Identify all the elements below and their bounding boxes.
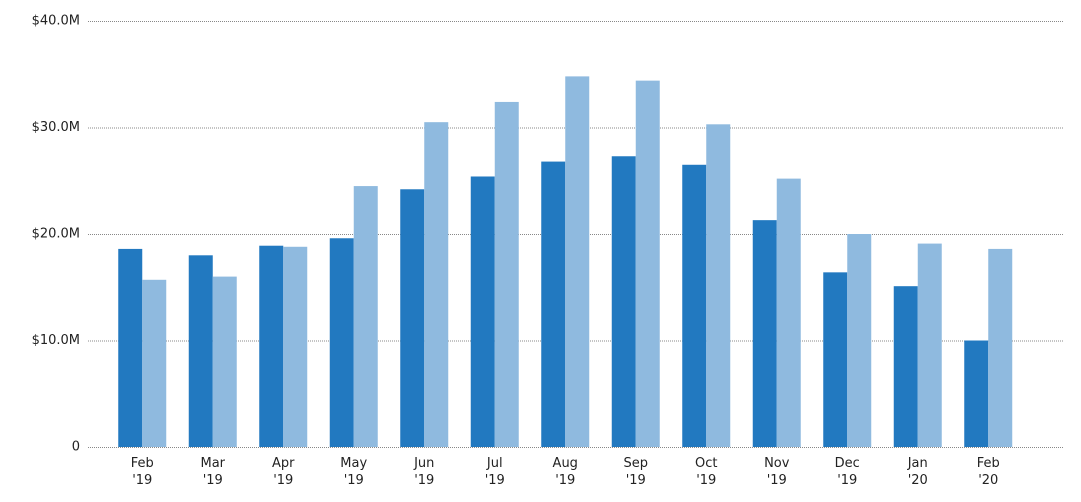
bar: [188, 255, 213, 447]
bar: [565, 76, 590, 447]
y-tick-label: $30.0M: [32, 120, 80, 135]
bar: [611, 156, 636, 447]
bar: [847, 234, 872, 447]
bar: [682, 164, 707, 447]
x-tick-label: May '19: [340, 456, 368, 488]
x-tick-label: Dec '19: [834, 456, 860, 488]
x-tick-label: Aug '19: [552, 456, 578, 488]
bar: [400, 189, 425, 447]
x-tick-label: Feb '19: [130, 456, 154, 488]
bar: [329, 238, 354, 447]
x-tick-label: Apr '19: [272, 456, 295, 488]
x-tick-label: Jan '20: [907, 456, 928, 488]
y-tick-label: $10.0M: [32, 333, 80, 348]
bar: [988, 248, 1013, 447]
bar: [470, 176, 495, 448]
y-tick-label: 0: [72, 440, 80, 455]
x-tick-label: Jun '19: [414, 456, 435, 488]
y-tick-label: $40.0M: [32, 14, 80, 29]
bar: [142, 279, 167, 447]
x-tick-label: Nov '19: [764, 456, 790, 488]
y-tick-label: $20.0M: [32, 227, 80, 242]
bar: [964, 340, 989, 447]
bar: [541, 161, 566, 447]
x-tick-label: Sep '19: [623, 456, 648, 488]
x-tick-label: Mar '19: [200, 456, 226, 488]
bar: [494, 101, 519, 447]
bar: [706, 124, 731, 448]
bar: [118, 248, 143, 447]
bar: [283, 246, 308, 447]
bar: [776, 178, 801, 447]
bar: [353, 186, 378, 447]
bar: [212, 276, 237, 447]
bar: [917, 243, 942, 447]
bar: [823, 272, 848, 447]
bar: [259, 245, 284, 447]
x-tick-label: Oct '19: [695, 456, 718, 488]
bar: [752, 220, 777, 447]
bar: [424, 122, 449, 448]
x-tick-label: Feb '20: [976, 456, 1000, 488]
bar: [635, 80, 660, 447]
bar: [893, 286, 918, 447]
x-tick-label: Jul '19: [484, 456, 505, 488]
